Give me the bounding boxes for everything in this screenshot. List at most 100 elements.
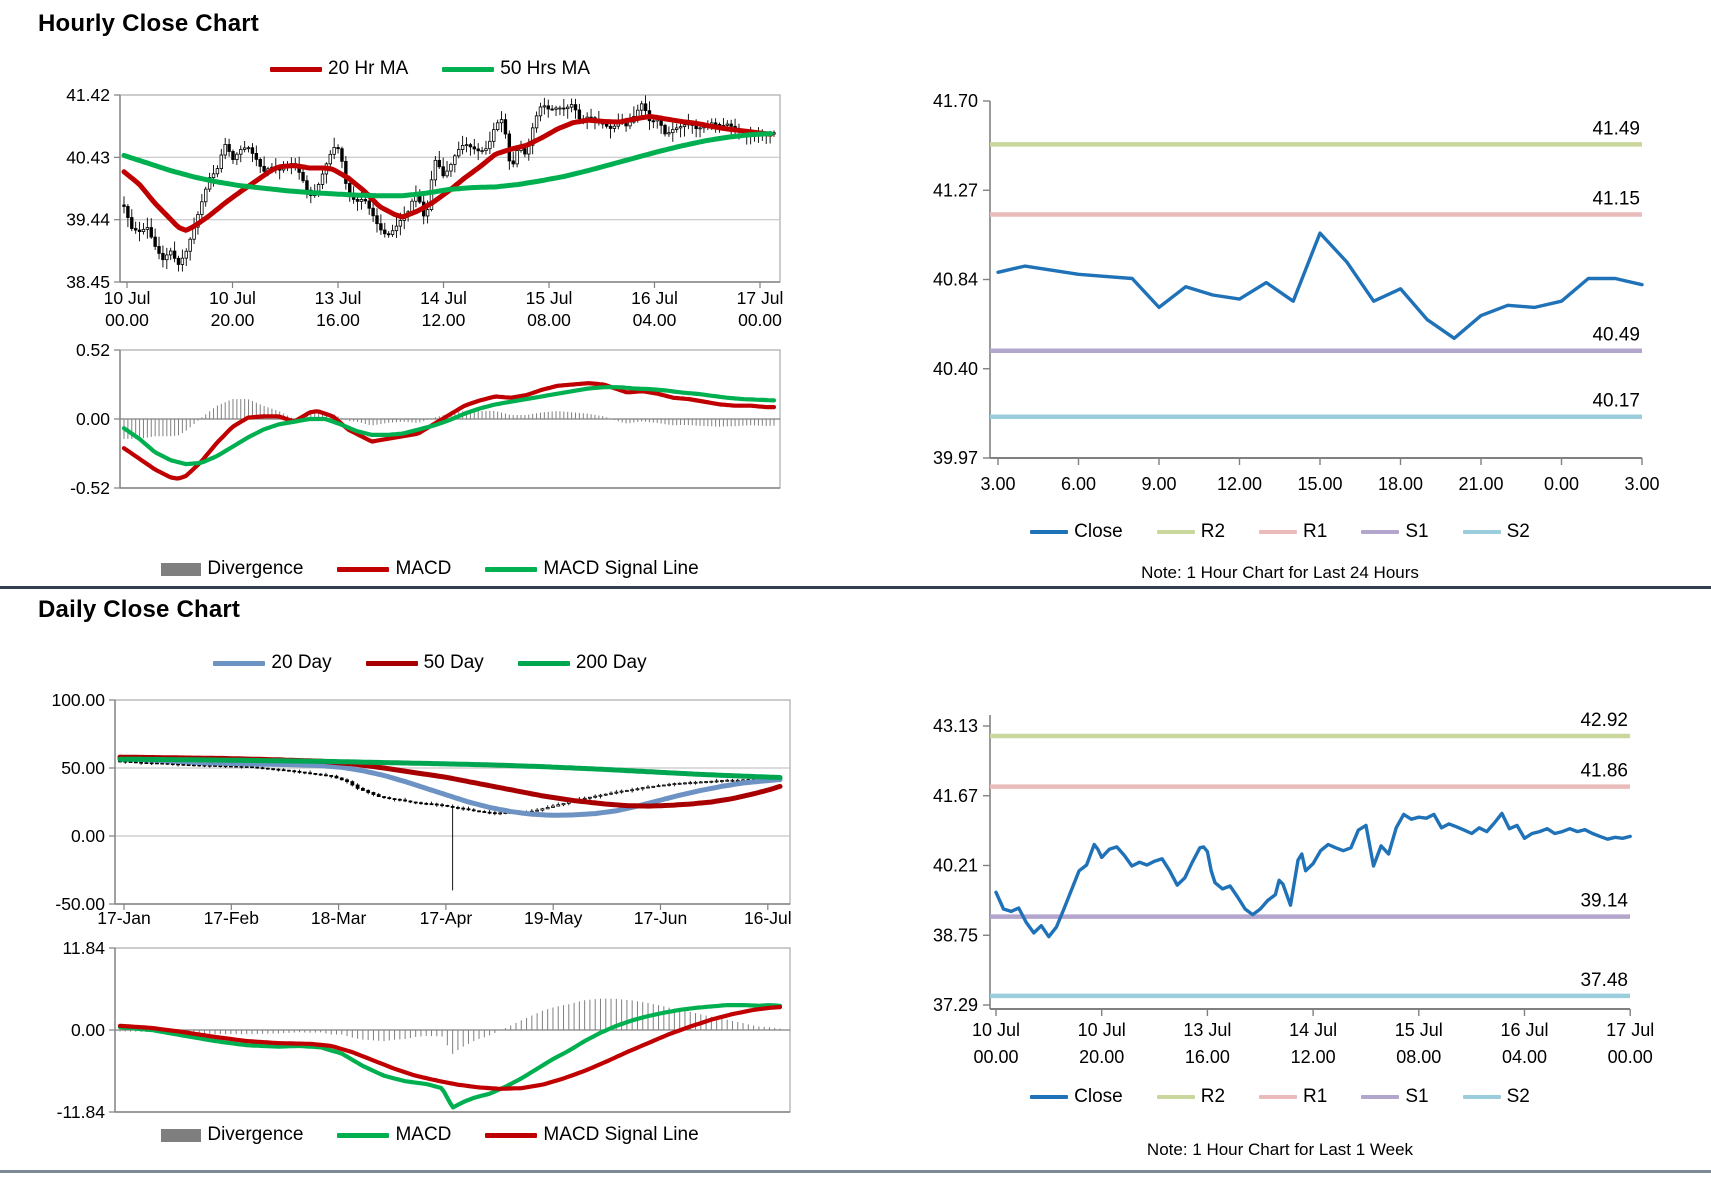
- svg-text:41.70: 41.70: [933, 91, 978, 111]
- svg-text:17-Jan: 17-Jan: [97, 908, 151, 928]
- svg-text:00.00: 00.00: [973, 1047, 1018, 1067]
- svg-text:20.00: 20.00: [211, 310, 255, 330]
- svg-text:11.84: 11.84: [63, 938, 106, 958]
- intraday-legend-item-close: Close: [1030, 521, 1123, 543]
- svg-text:14 Jul: 14 Jul: [1289, 1020, 1337, 1040]
- weekly-close-chart: 43.13 41.67 40.21 38.75 37.29 10 Jul 00.00 10 J…: [933, 710, 1654, 1067]
- hourly-macd-legend-label: Divergence: [207, 558, 304, 579]
- svg-text:-50.00: -50.00: [55, 894, 105, 914]
- weekly-legend-label: R2: [1200, 1086, 1226, 1107]
- hourly-macd-legend-item-macd: MACD: [337, 558, 451, 580]
- intraday-legend-label: R2: [1200, 521, 1226, 542]
- hourly-macd-legend-swatch: [337, 566, 390, 572]
- intraday-legend-swatch: [1259, 530, 1298, 534]
- intraday-legend-item-r1: R1: [1259, 521, 1327, 543]
- svg-text:16 Jul: 16 Jul: [1500, 1020, 1548, 1040]
- weekly-legend-label: S2: [1506, 1086, 1530, 1107]
- daily-price-legend-item-20-day: 20 Day: [213, 652, 332, 674]
- svg-text:10 Jul: 10 Jul: [209, 288, 256, 308]
- weekly-legend-label: Close: [1074, 1086, 1123, 1107]
- daily-price-legend-label: 50 Day: [423, 652, 484, 673]
- svg-text:08.00: 08.00: [1396, 1047, 1441, 1067]
- intraday-legend-swatch: [1030, 530, 1069, 534]
- daily-price-legend-item-200-day: 200 Day: [517, 652, 647, 674]
- svg-text:40.40: 40.40: [933, 359, 978, 379]
- svg-text:16-Jul: 16-Jul: [744, 908, 792, 928]
- svg-text:15.00: 15.00: [1297, 474, 1342, 494]
- hourly-price-legend-label: 20 Hr MA: [328, 58, 409, 79]
- weekly-legend-item-r2: R2: [1156, 1086, 1226, 1108]
- intraday-legend-label: R1: [1303, 521, 1328, 542]
- svg-text:40.84: 40.84: [933, 270, 978, 290]
- hourly-macd-legend-item-macd-signal-line: MACD Signal Line: [485, 558, 699, 580]
- svg-text:3.00: 3.00: [980, 474, 1015, 494]
- intraday-legend-item-r2: R2: [1156, 521, 1226, 543]
- weekly-legend-item-close: Close: [1030, 1086, 1123, 1108]
- intraday-note: Note: 1 Hour Chart for Last 24 Hours: [1141, 563, 1419, 582]
- daily-macd-legend-label: Divergence: [207, 1124, 304, 1145]
- svg-text:04.00: 04.00: [633, 310, 677, 330]
- svg-text:10 Jul: 10 Jul: [972, 1020, 1020, 1040]
- hourly-price-legend-swatch: [442, 66, 495, 72]
- svg-text:10 Jul: 10 Jul: [104, 288, 151, 308]
- svg-text:39.97: 39.97: [933, 448, 978, 468]
- svg-text:37.48: 37.48: [1580, 970, 1628, 991]
- svg-text:17-Feb: 17-Feb: [204, 908, 259, 928]
- svg-text:41.27: 41.27: [933, 180, 978, 200]
- hourly-macd-legend: Divergence MACD MACD Signal Line: [110, 558, 750, 580]
- svg-text:0.52: 0.52: [76, 340, 110, 360]
- bottom-divider: [0, 1170, 1711, 1173]
- svg-text:00.00: 00.00: [1608, 1047, 1653, 1067]
- intraday-legend-label: S2: [1506, 521, 1530, 542]
- weekly-legend: Close R2 R1 S1 S2: [920, 1086, 1640, 1108]
- daily-price-legend-item-50-day: 50 Day: [365, 652, 484, 674]
- svg-text:42.92: 42.92: [1580, 710, 1628, 731]
- svg-text:16 Jul: 16 Jul: [631, 288, 678, 308]
- intraday-legend-item-s1: S1: [1361, 521, 1429, 543]
- svg-text:18.00: 18.00: [1378, 474, 1423, 494]
- svg-text:17-Jun: 17-Jun: [634, 908, 688, 928]
- section-divider: [0, 586, 1711, 589]
- hourly-macd-legend-swatch: [161, 562, 202, 576]
- daily-price-legend-label: 20 Day: [271, 652, 332, 673]
- svg-text:13 Jul: 13 Jul: [315, 288, 362, 308]
- hourly-macd-legend-label: MACD: [395, 558, 452, 579]
- weekly-legend-swatch: [1156, 1095, 1195, 1099]
- svg-text:3.00: 3.00: [1624, 474, 1659, 494]
- svg-text:6.00: 6.00: [1061, 474, 1096, 494]
- svg-text:38.45: 38.45: [66, 272, 110, 292]
- svg-text:9.00: 9.00: [1141, 474, 1176, 494]
- svg-text:40.21: 40.21: [933, 856, 978, 876]
- svg-text:12.00: 12.00: [1291, 1047, 1336, 1067]
- svg-text:-11.84: -11.84: [57, 1102, 106, 1120]
- hourly-macd-legend-item-divergence: Divergence: [161, 558, 303, 580]
- weekly-legend-swatch: [1361, 1095, 1400, 1099]
- daily-macd-legend-item-divergence: Divergence: [161, 1124, 303, 1146]
- daily-macd-legend-swatch: [161, 1128, 202, 1142]
- svg-text:43.13: 43.13: [933, 716, 978, 736]
- weekly-legend-label: R1: [1303, 1086, 1328, 1107]
- svg-text:0.00: 0.00: [1544, 474, 1579, 494]
- hourly-macd-legend-label: MACD Signal Line: [543, 558, 699, 579]
- svg-text:18-Mar: 18-Mar: [311, 908, 367, 928]
- svg-text:0.00: 0.00: [71, 1020, 105, 1040]
- svg-text:12.00: 12.00: [422, 310, 466, 330]
- weekly-legend-swatch: [1259, 1095, 1298, 1099]
- svg-text:40.49: 40.49: [1592, 325, 1640, 346]
- weekly-legend-label: S1: [1405, 1086, 1429, 1107]
- hourly-price-legend: 20 Hr MA 50 Hrs MA: [130, 58, 730, 80]
- svg-text:17 Jul: 17 Jul: [1606, 1020, 1654, 1040]
- svg-text:15 Jul: 15 Jul: [526, 288, 573, 308]
- daily-price-legend-label: 200 Day: [575, 652, 647, 673]
- daily-macd-legend-label: MACD Signal Line: [543, 1124, 699, 1145]
- svg-text:17-Apr: 17-Apr: [420, 908, 473, 928]
- svg-text:13 Jul: 13 Jul: [1183, 1020, 1231, 1040]
- daily-section-title: Daily Close Chart: [38, 596, 241, 623]
- daily-price-legend: 20 Day 50 Day 200 Day: [130, 652, 730, 674]
- svg-text:19-May: 19-May: [524, 908, 583, 928]
- daily-macd-legend-swatch: [337, 1132, 390, 1138]
- svg-text:16.00: 16.00: [1185, 1047, 1230, 1067]
